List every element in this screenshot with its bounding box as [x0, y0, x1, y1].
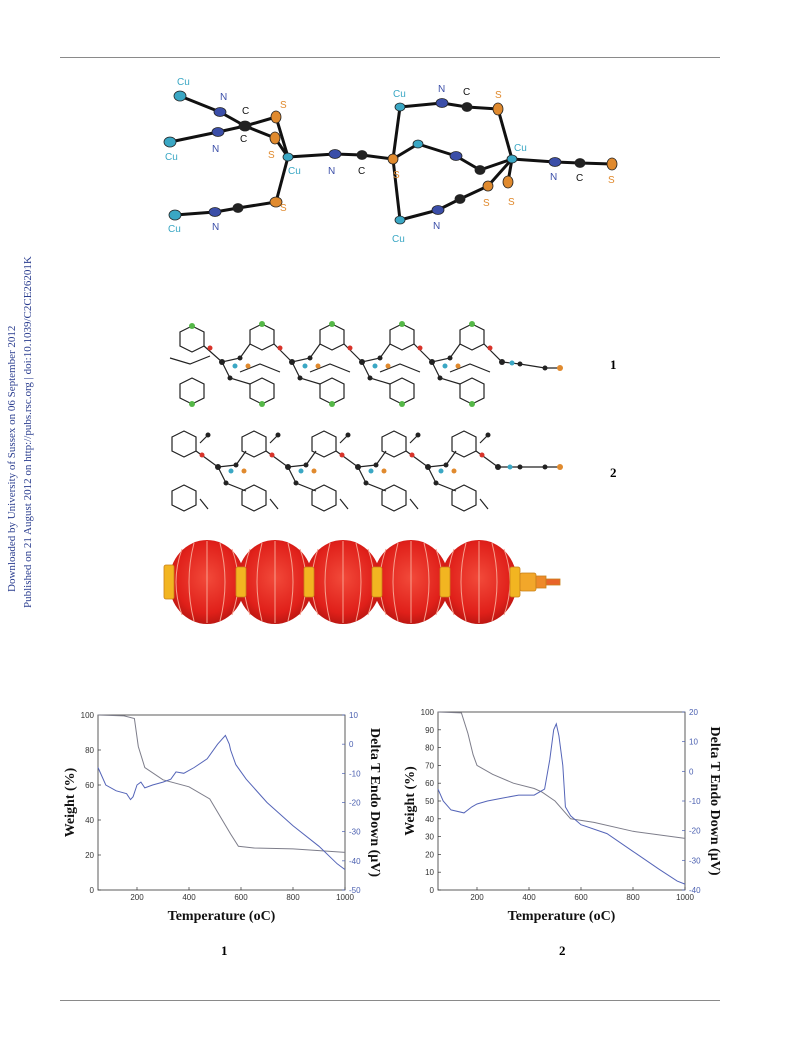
- chain-1-figure: [169, 321, 563, 407]
- svg-text:N: N: [212, 222, 219, 233]
- y-tick-label: 100: [421, 708, 435, 717]
- y-axis-title: Weight (%): [63, 767, 78, 837]
- x-tick-label: 400: [182, 893, 196, 902]
- y2-tick-label: -40: [689, 886, 701, 895]
- bottom-rule: [60, 1000, 720, 1001]
- x-tick-label: 600: [234, 893, 248, 902]
- svg-text:Cu: Cu: [165, 152, 178, 163]
- y-tick-label: 20: [85, 851, 94, 860]
- svg-text:Cu: Cu: [177, 77, 190, 88]
- y2-tick-label: -10: [349, 769, 361, 778]
- x-tick-label: 200: [470, 893, 484, 902]
- y2-tick-label: 10: [689, 738, 698, 747]
- svg-text:C: C: [358, 166, 365, 177]
- svg-text:S: S: [483, 198, 490, 209]
- svg-text:S: S: [508, 197, 515, 208]
- top-rule: [60, 57, 720, 58]
- y-tick-label: 50: [425, 797, 434, 806]
- y-tick-label: 60: [85, 781, 94, 790]
- chart-2-caption: 2: [559, 943, 566, 958]
- y2-tick-label: -30: [349, 828, 361, 837]
- y-tick-label: 60: [425, 779, 434, 788]
- y2-tick-label: -50: [349, 886, 361, 895]
- y-tick-label: 40: [425, 815, 434, 824]
- download-line: Downloaded by University of Sussex on 06…: [6, 325, 18, 592]
- svg-text:N: N: [220, 92, 227, 103]
- svg-text:S: S: [280, 100, 287, 111]
- svg-text:N: N: [550, 172, 557, 183]
- y2-tick-label: 0: [349, 740, 354, 749]
- y-tick-label: 80: [425, 744, 434, 753]
- y-tick-label: 70: [425, 761, 434, 770]
- svg-text:C: C: [463, 87, 470, 98]
- y2-tick-label: -20: [349, 799, 361, 808]
- y-tick-label: 0: [90, 886, 95, 895]
- x-tick-label: 200: [130, 893, 144, 902]
- y-tick-label: 30: [425, 833, 434, 842]
- svg-text:Cu: Cu: [288, 166, 301, 177]
- svg-text:Cu: Cu: [393, 89, 406, 100]
- y-tick-label: 40: [85, 816, 94, 825]
- svg-text:N: N: [212, 144, 219, 155]
- y2-tick-label: -30: [689, 856, 701, 865]
- x-axis-title: Temperature (oC): [508, 909, 616, 924]
- y2-tick-label: 20: [689, 708, 698, 717]
- publish-line: Published on 21 August 2012 on http://pu…: [22, 256, 34, 608]
- y-tick-label: 20: [425, 850, 434, 859]
- svg-text:N: N: [438, 84, 445, 95]
- svg-text:N: N: [433, 221, 440, 232]
- y-tick-label: 80: [85, 746, 94, 755]
- y-axis-title: Weight (%): [403, 766, 418, 836]
- svg-text:S: S: [495, 90, 502, 101]
- x-tick-label: 1000: [336, 893, 354, 902]
- plot-frame: [437, 711, 686, 891]
- svg-text:C: C: [576, 173, 583, 184]
- coordination-structure-figure: Cu Cu Cu Cu Cu Cu Cu N N N N N N N C C C…: [163, 77, 618, 245]
- download-sidebar: Downloaded by University of Sussex on 06…: [2, 250, 42, 610]
- y2-axis-title: Delta T Endo Down (μV): [367, 728, 382, 877]
- y2-tick-label: -40: [349, 857, 361, 866]
- svg-text:C: C: [242, 106, 249, 117]
- chart-1-caption: 1: [221, 943, 228, 958]
- chain-2-figure: [171, 430, 563, 512]
- chain-1-label: 1: [610, 357, 617, 372]
- x-axis-title: Temperature (oC): [168, 909, 276, 924]
- svg-text:Cu: Cu: [392, 234, 405, 245]
- y2-tick-label: 10: [349, 711, 358, 720]
- svg-text:Cu: Cu: [168, 224, 181, 235]
- y2-tick-label: -20: [689, 827, 701, 836]
- svg-text:S: S: [608, 175, 615, 186]
- x-tick-label: 800: [626, 893, 640, 902]
- svg-text:S: S: [268, 150, 275, 161]
- svg-text:N: N: [328, 166, 335, 177]
- svg-text:Cu: Cu: [514, 143, 527, 154]
- svg-text:C: C: [240, 134, 247, 145]
- delta-t-series-line: [437, 722, 686, 885]
- plot-frame: [97, 714, 346, 891]
- y2-tick-label: -10: [689, 797, 701, 806]
- y2-axis-title: Delta T Endo Down (μV): [707, 727, 722, 876]
- y-tick-label: 0: [430, 886, 435, 895]
- y2-tick-label: 0: [689, 767, 694, 776]
- delta-t-series-line: [97, 734, 346, 871]
- x-tick-label: 800: [286, 893, 300, 902]
- svg-text:S: S: [393, 170, 400, 181]
- y-tick-label: 10: [425, 868, 434, 877]
- weight-series-line: [97, 714, 346, 853]
- chain-2-label: 2: [610, 465, 617, 480]
- y-tick-label: 90: [425, 726, 434, 735]
- lantern-chain-illustration: [163, 540, 561, 624]
- x-tick-label: 600: [574, 893, 588, 902]
- x-tick-label: 1000: [676, 893, 694, 902]
- weight-series-line: [437, 711, 686, 839]
- x-tick-label: 400: [522, 893, 536, 902]
- svg-text:S: S: [280, 203, 287, 214]
- y-tick-label: 100: [81, 711, 95, 720]
